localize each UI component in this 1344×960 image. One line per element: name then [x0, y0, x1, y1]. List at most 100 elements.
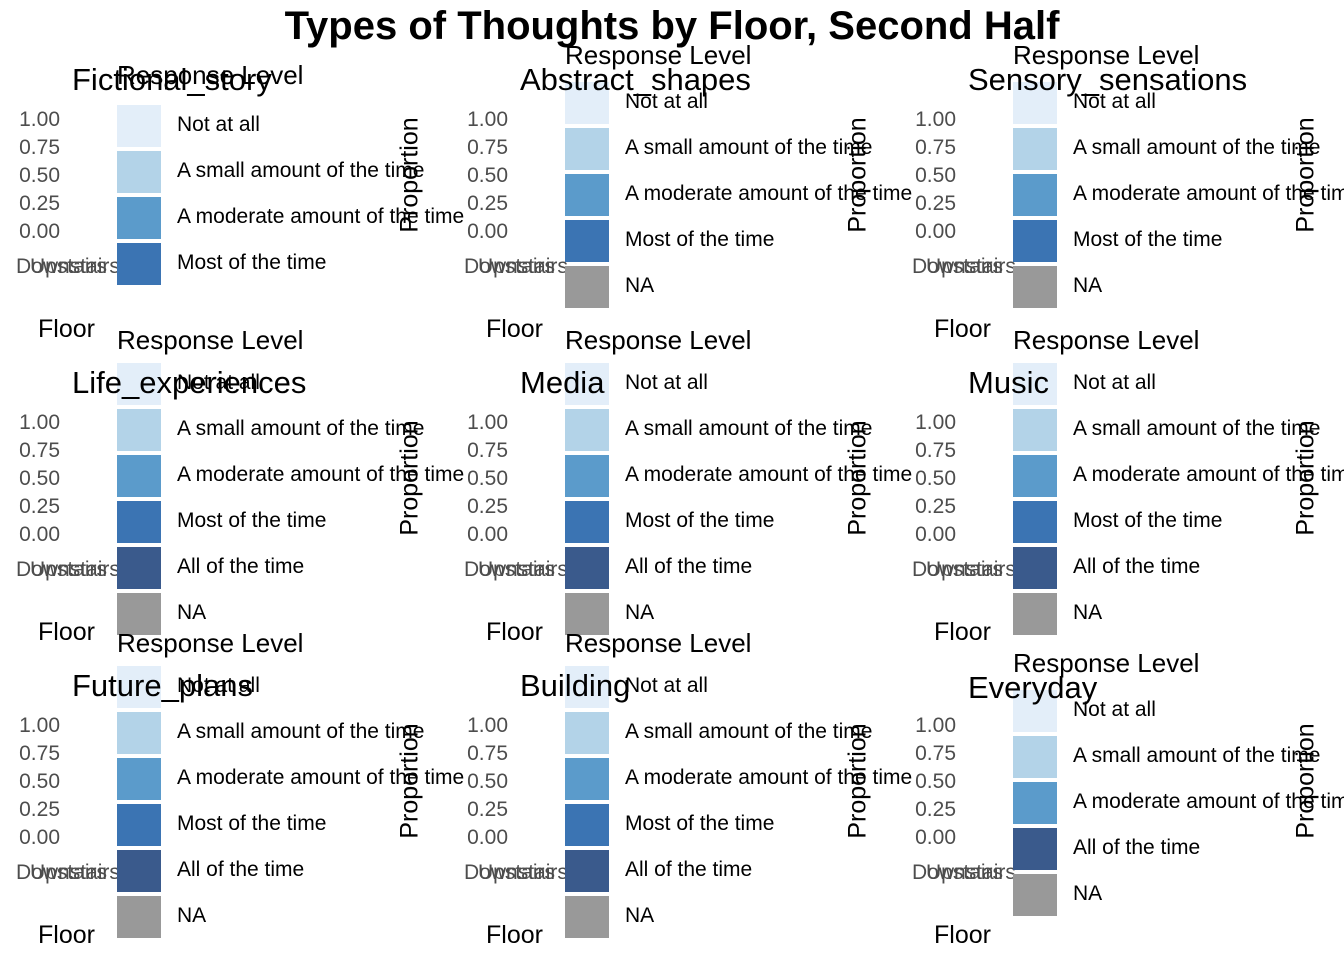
facet-panel: 1.00 0.75 0.50 0.25 0.00 Proportion Downstairs…	[0, 325, 464, 668]
panel-title: Life_experiences	[72, 365, 307, 400]
x-tick-label: Downstairs	[16, 255, 120, 278]
x-tick-label: Upstairs	[926, 558, 1004, 581]
x-axis-label: Floor	[38, 315, 95, 343]
legend-key	[1013, 174, 1057, 216]
legend-label: A small amount of the time	[177, 417, 425, 440]
y-tick-label: 0.25	[915, 192, 956, 215]
legend-key	[1013, 782, 1057, 824]
x-tick-label: Downstairs	[464, 558, 568, 581]
x-axis-label: Floor	[934, 315, 991, 343]
legend-key	[1013, 128, 1057, 170]
legend-key	[1013, 828, 1057, 870]
legend-key	[565, 547, 609, 589]
legend-key	[117, 197, 161, 239]
facet-panel: 1.00 0.75 0.50 0.25 0.00 Proportion Downstairs…	[448, 40, 912, 365]
legend-key	[1013, 736, 1057, 778]
x-tick-label: Upstairs	[478, 255, 556, 278]
legend-label: Not at all	[625, 674, 708, 697]
panel-title: Media	[520, 365, 605, 400]
legend-label: A moderate amount of the time	[1073, 790, 1344, 813]
legend-key	[117, 363, 161, 405]
legend-key	[565, 220, 609, 262]
y-tick-label: 0.50	[915, 164, 956, 187]
legend-title: Response Level	[565, 40, 752, 70]
legend-label: NA	[625, 274, 655, 297]
legend-label: A moderate amount of the time	[625, 766, 913, 789]
legend-label: Not at all	[625, 371, 708, 394]
legend-title: Response Level	[565, 325, 752, 355]
x-axis-label: Floor	[486, 315, 543, 343]
y-tick-label: 0.50	[915, 770, 956, 793]
legend-label: All of the time	[625, 858, 753, 881]
legend-label: A small amount of the time	[177, 720, 425, 743]
x-tick-label: Downstairs	[912, 255, 1016, 278]
x-tick-label: Upstairs	[478, 861, 556, 884]
legend-key	[1013, 220, 1057, 262]
x-tick-label: Upstairs	[30, 255, 108, 278]
y-axis-label: Proportion	[843, 117, 872, 233]
x-axis-label: Floor	[486, 618, 543, 646]
legend-key	[565, 409, 609, 451]
x-tick-label: Downstairs	[16, 861, 120, 884]
facet-panel: 1.00 0.75 0.50 0.25 0.00 Proportion Downstairs…	[896, 325, 1344, 668]
y-axis-label: Proportion	[1291, 117, 1320, 233]
y-tick-label: 1.00	[467, 411, 508, 434]
legend-key	[117, 758, 161, 800]
x-tick-label: Upstairs	[30, 861, 108, 884]
legend-label: All of the time	[177, 858, 305, 881]
legend-label: A moderate amount of the time	[177, 766, 465, 789]
y-tick-label: 0.75	[467, 742, 508, 765]
legend-key	[565, 266, 609, 308]
y-tick-label: 0.25	[467, 495, 508, 518]
legend-label: Not at all	[1073, 371, 1156, 394]
x-axis-label: Floor	[38, 618, 95, 646]
legend-key	[565, 455, 609, 497]
x-tick-label: Downstairs	[464, 861, 568, 884]
x-axis-label: Floor	[38, 921, 95, 949]
legend-key	[117, 501, 161, 543]
legend-label: Not at all	[177, 674, 260, 697]
legend-key	[565, 363, 609, 405]
legend-key	[1013, 874, 1057, 916]
x-axis-label: Floor	[934, 921, 991, 949]
legend-key	[565, 712, 609, 754]
facet-panel: 1.00 0.75 0.50 0.25 0.00 Proportion Downstairs…	[0, 60, 464, 365]
y-tick-label: 0.75	[915, 439, 956, 462]
legend-label: A small amount of the time	[625, 417, 873, 440]
legend-label: NA	[1073, 882, 1103, 905]
legend-key	[117, 896, 161, 938]
legend-label: All of the time	[1073, 836, 1201, 859]
x-tick-label: Downstairs	[912, 861, 1016, 884]
legend-label: Not at all	[1073, 698, 1156, 721]
legend-key	[117, 593, 161, 635]
legend-key	[565, 804, 609, 846]
legend-label: Not at all	[177, 113, 260, 136]
panel-title: Fictional_story	[72, 62, 272, 97]
panel-title: Music	[968, 365, 1049, 400]
legend-key	[1013, 455, 1057, 497]
y-tick-label: 0.25	[19, 495, 60, 518]
x-axis-label: Floor	[486, 921, 543, 949]
y-tick-label: 0.00	[467, 220, 508, 243]
y-tick-label: 0.50	[19, 164, 60, 187]
y-tick-label: 0.50	[19, 467, 60, 490]
y-tick-label: 1.00	[19, 714, 60, 737]
facet-panel: 1.00 0.75 0.50 0.25 0.00 Proportion Downstairs…	[896, 40, 1344, 365]
legend-label: All of the time	[625, 555, 753, 578]
legend-key	[1013, 266, 1057, 308]
y-tick-label: 0.75	[915, 742, 956, 765]
legend-key	[117, 455, 161, 497]
y-tick-label: 0.50	[467, 164, 508, 187]
y-axis-label: Proportion	[1291, 723, 1320, 839]
x-axis-label: Floor	[934, 618, 991, 646]
y-tick-label: 0.00	[915, 826, 956, 849]
y-tick-label: 1.00	[19, 108, 60, 131]
legend-title: Response Level	[117, 325, 304, 355]
legend-label: A small amount of the time	[1073, 136, 1321, 159]
y-tick-label: 0.75	[19, 439, 60, 462]
legend-label: Most of the time	[1073, 509, 1223, 532]
legend-title: Response Level	[1013, 648, 1200, 678]
y-tick-label: 1.00	[467, 108, 508, 131]
legend-key	[1013, 501, 1057, 543]
